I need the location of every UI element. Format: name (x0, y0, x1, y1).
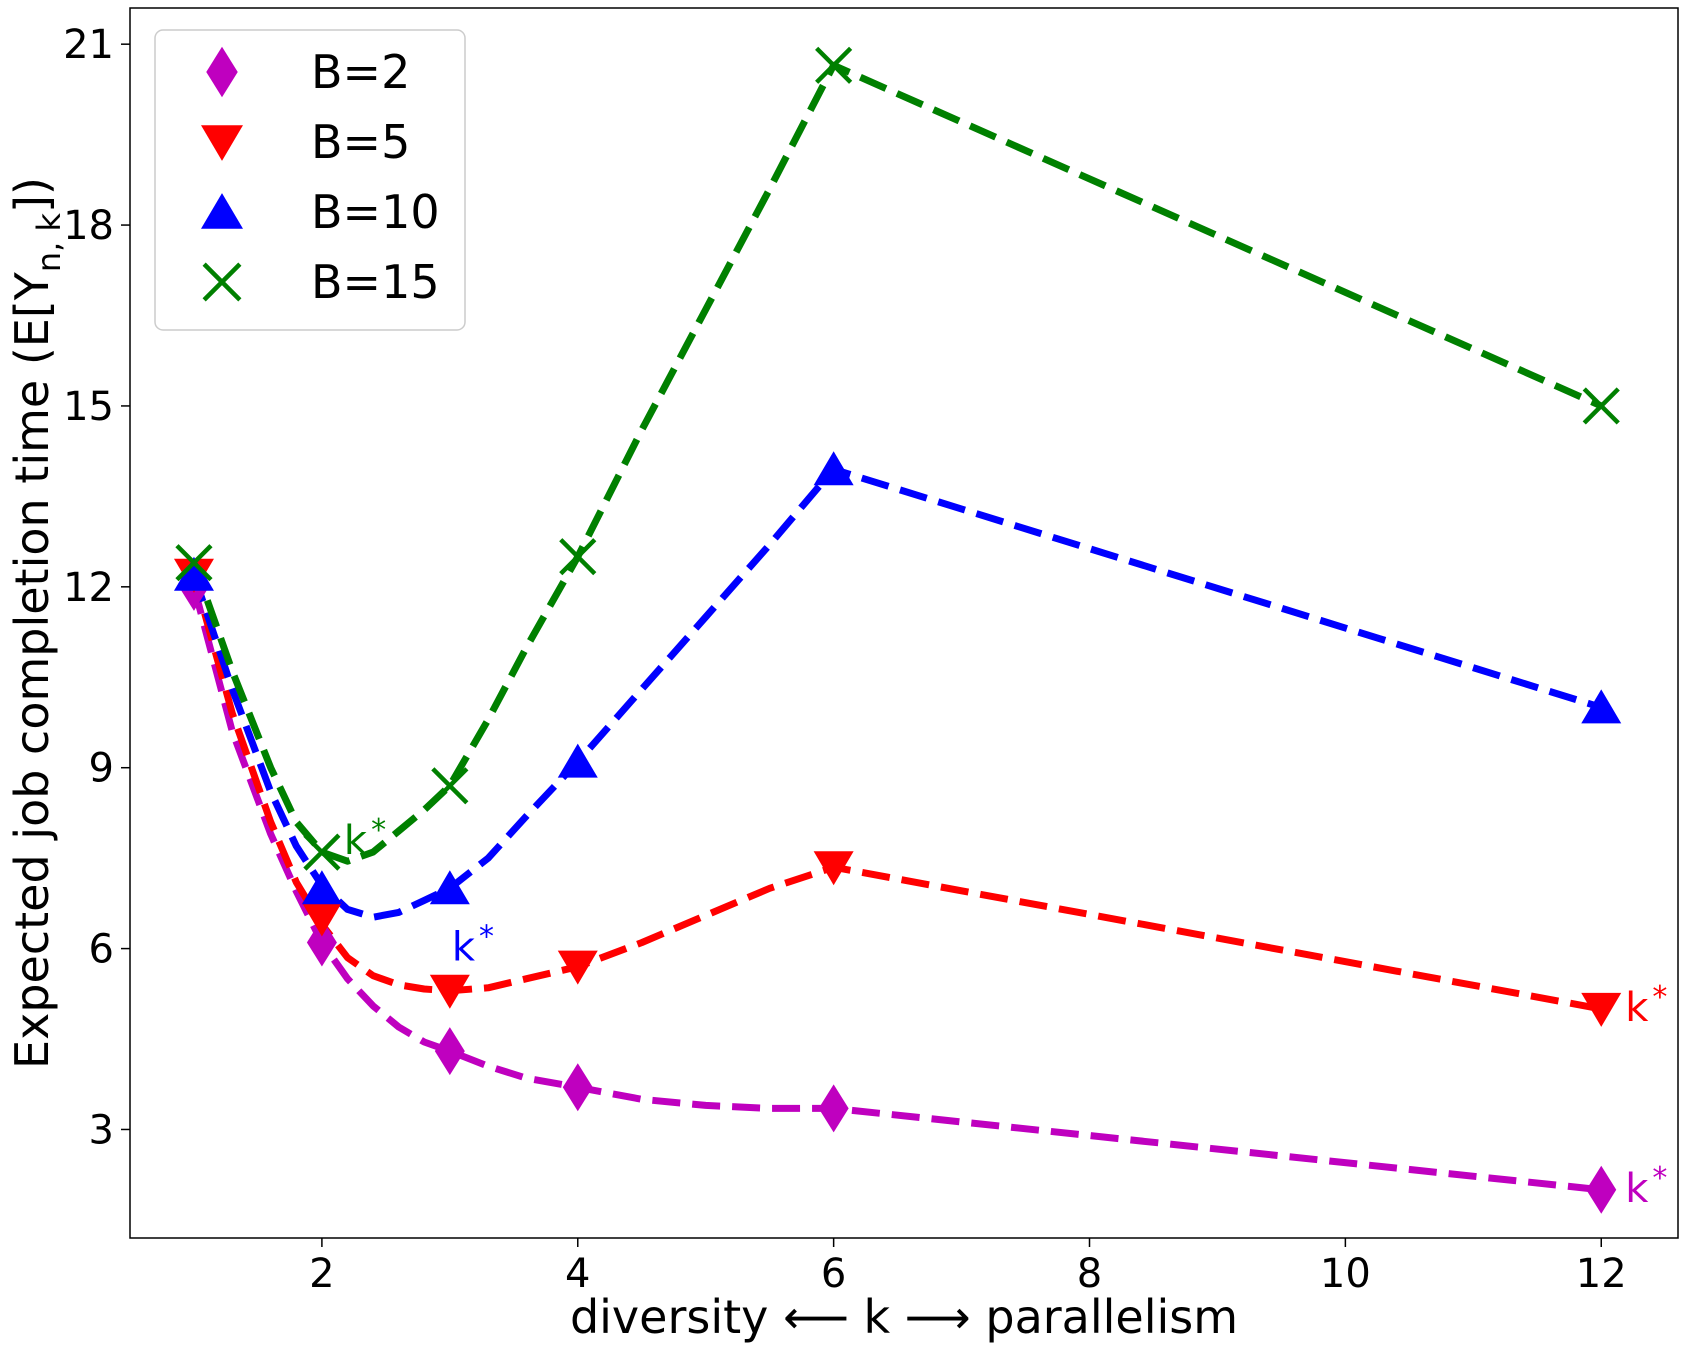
y-tick-label: 3 (89, 1107, 114, 1153)
x-tick-label: 12 (1576, 1251, 1627, 1297)
legend-label: B=2 (311, 45, 410, 99)
series-line-B=5 (190, 573, 1602, 1013)
legend-marker-B=10 (201, 193, 243, 229)
data-point-B=2 (562, 1063, 593, 1112)
y-tick-label: 9 (89, 746, 114, 792)
y-tick-label: 15 (63, 384, 114, 430)
data-point-B=15 (303, 833, 341, 871)
data-point-B=10 (429, 870, 470, 905)
x-tick-label: 6 (821, 1251, 846, 1297)
kstar-annotation: k * (344, 813, 386, 864)
kstar-annotation: k * (1625, 980, 1667, 1031)
data-point-B=10 (301, 870, 342, 905)
data-point-B=10 (1581, 689, 1622, 724)
data-point-B=15 (431, 767, 469, 805)
x-axis-label: diversity ⟵ k ⟶ parallelism (570, 1290, 1238, 1344)
x-tick-label: 10 (1320, 1251, 1371, 1297)
legend-box (154, 29, 466, 331)
kstar-annotation: k * (452, 919, 494, 970)
x-tick-label: 8 (1077, 1251, 1102, 1297)
data-point-B=15 (559, 538, 597, 576)
data-point-B=15 (1582, 387, 1620, 425)
y-axis: 3 6 9 12 15 18 21 (63, 22, 130, 1153)
x-axis: 2 4 6 8 10 12 (309, 1238, 1627, 1297)
legend-marker-B=15 (202, 262, 242, 302)
legend: B=2 B=5 B=10 B=15 (154, 29, 466, 331)
y-tick-label: 21 (63, 22, 114, 68)
x-tick-label: 4 (565, 1251, 590, 1297)
data-point-B=2 (818, 1084, 849, 1133)
data-point-B=10 (173, 556, 214, 591)
legend-marker-B=2 (206, 46, 238, 98)
y-tick-label: 6 (89, 927, 114, 973)
data-point-B=5 (813, 851, 854, 886)
kstar-annotations: k * k * k * k * (344, 813, 1668, 1212)
y-tick-label: 18 (63, 203, 114, 249)
legend-label: B=5 (311, 115, 410, 169)
y-axis-label: Expected job completion time (E[Yn, k]) (5, 177, 68, 1069)
series-line-B=2 (190, 585, 1602, 1194)
data-point-B=5 (1581, 992, 1622, 1027)
data-point-B=2 (306, 918, 337, 967)
data-point-B=5 (429, 974, 470, 1009)
legend-marker-B=5 (201, 125, 243, 161)
series-markers (173, 46, 1622, 1214)
data-point-B=2 (1586, 1165, 1617, 1214)
data-point-B=10 (813, 451, 854, 486)
legend-label: B=15 (311, 255, 440, 309)
x-tick-label: 2 (309, 1251, 334, 1297)
data-point-B=2 (434, 1027, 465, 1076)
data-point-B=10 (557, 743, 598, 778)
legend-label: B=10 (311, 185, 440, 239)
data-point-B=5 (557, 950, 598, 985)
data-point-B=15 (815, 46, 853, 84)
y-axis-label-subscript: n, k (30, 212, 68, 272)
y-tick-label: 12 (63, 565, 114, 611)
kstar-annotation: k * (1625, 1161, 1667, 1212)
data-point-B=5 (301, 902, 342, 937)
data-point-B=15 (175, 544, 213, 582)
